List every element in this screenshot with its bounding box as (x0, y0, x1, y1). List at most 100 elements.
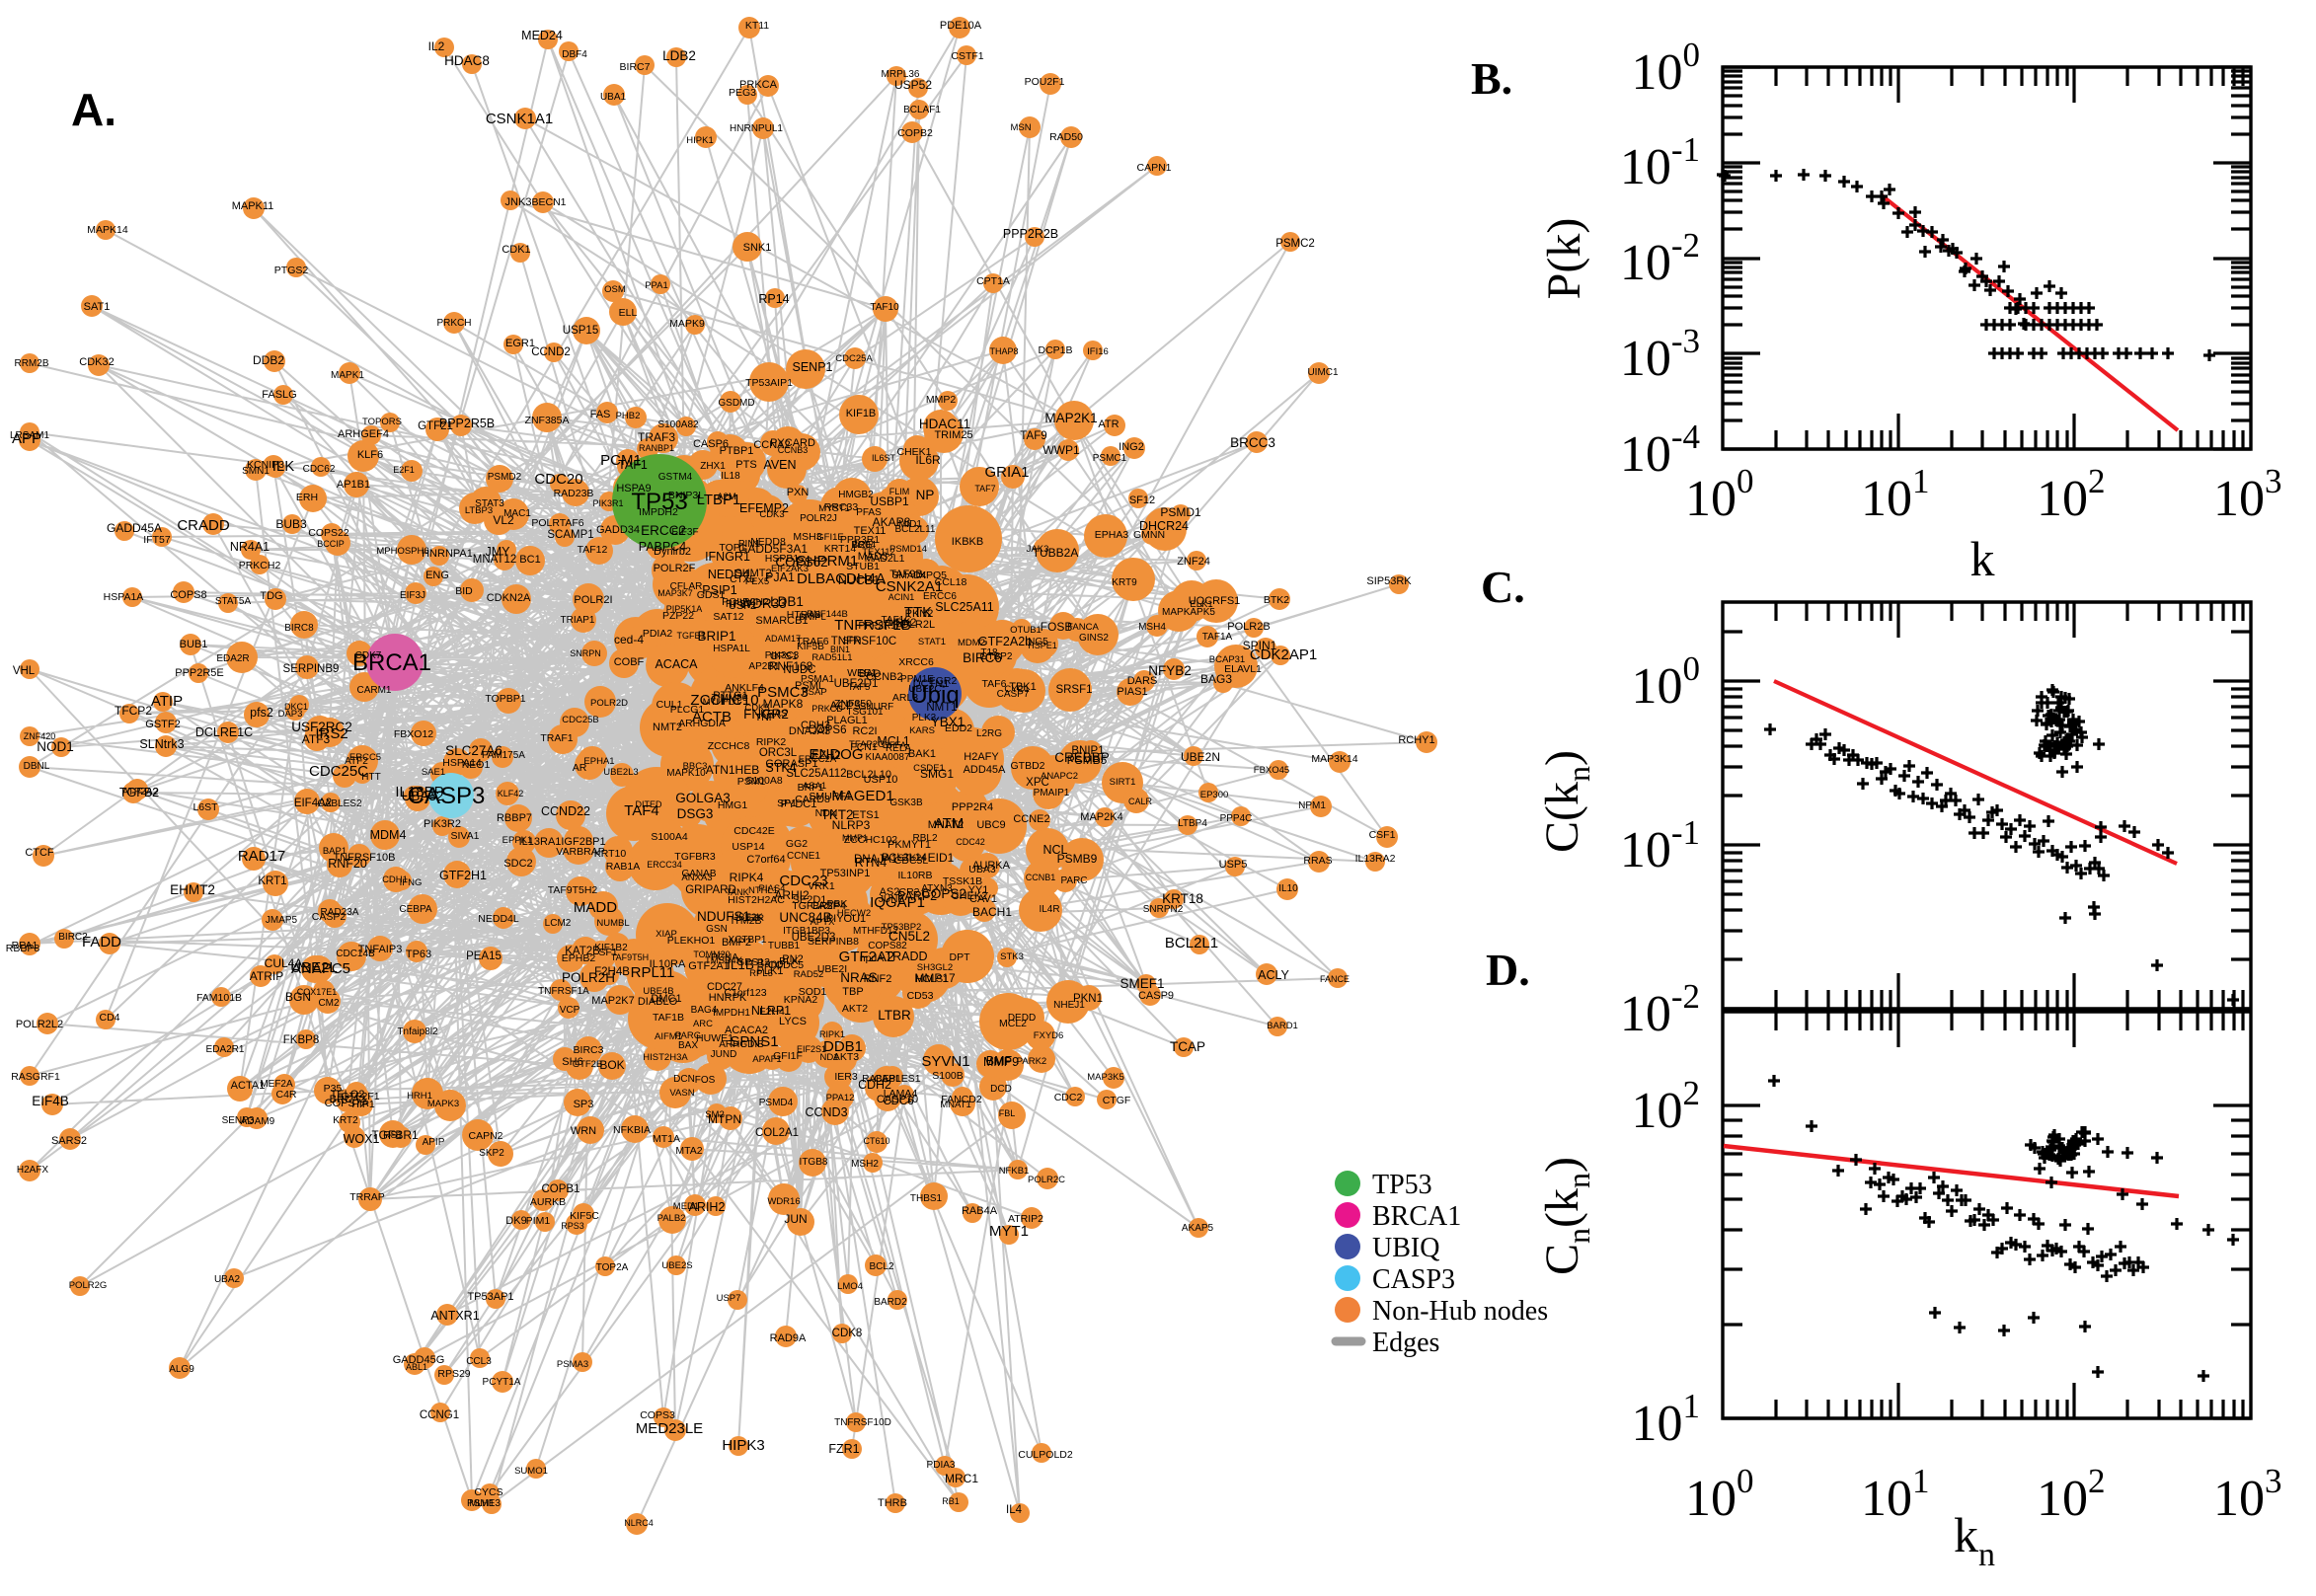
svg-text:PLCG1: PLCG1 (670, 704, 705, 716)
svg-text:PKN1: PKN1 (1073, 993, 1103, 1005)
svg-text:UNC84B: UNC84B (779, 910, 831, 925)
svg-text:SERPINB9: SERPINB9 (283, 663, 340, 675)
svg-text:PRKCH: PRKCH (436, 318, 471, 329)
svg-text:XCTBP1: XCTBP1 (729, 935, 767, 946)
svg-text:RAD50: RAD50 (1049, 131, 1083, 143)
svg-text:KIF5C: KIF5C (570, 1210, 599, 1222)
svg-text:TAF9B: TAF9B (889, 569, 922, 580)
svg-text:PLK1: PLK1 (757, 965, 784, 977)
svg-text:T18: T18 (980, 647, 998, 658)
svg-text:ARIH2: ARIH2 (689, 1200, 726, 1214)
svg-text:TFAP2C: TFAP2C (849, 739, 885, 750)
svg-text:UBE2N: UBE2N (1181, 750, 1220, 764)
svg-text:k: k (1970, 531, 1995, 586)
svg-text:CCND2: CCND2 (531, 346, 571, 358)
svg-text:TRRAP: TRRAP (349, 1191, 385, 1203)
svg-text:ACACA2: ACACA2 (725, 1025, 768, 1036)
svg-text:SENP1: SENP1 (793, 360, 833, 374)
svg-text:STUB1: STUB1 (846, 561, 880, 572)
svg-text:AIFM1: AIFM1 (655, 1031, 682, 1042)
svg-text:npdA: npdA (860, 952, 885, 964)
svg-text:RAB1A: RAB1A (606, 861, 640, 873)
svg-text:TRADD: TRADD (885, 950, 927, 963)
svg-text:BC1: BC1 (519, 554, 540, 566)
svg-text:PARP2: PARP2 (897, 889, 937, 903)
svg-text:SFN: SFN (843, 636, 862, 646)
svg-text:RRC33: RRC33 (824, 501, 859, 513)
svg-text:TAF10: TAF10 (870, 302, 899, 313)
svg-text:NUCB1: NUCB1 (838, 573, 880, 587)
svg-text:DDB2: DDB2 (253, 353, 284, 367)
svg-text:ZHX1: ZHX1 (700, 461, 726, 472)
svg-text:RAD23B: RAD23B (554, 488, 594, 499)
svg-text:TCAP: TCAP (1170, 1039, 1205, 1054)
svg-text:GTF2A1: GTF2A1 (688, 960, 730, 972)
svg-text:RTN4: RTN4 (855, 856, 887, 870)
svg-text:FANCD2: FANCD2 (941, 1094, 982, 1105)
svg-text:KRT10: KRT10 (594, 848, 627, 860)
svg-text:FCN1: FCN1 (850, 741, 878, 753)
svg-text:IFT57: IFT57 (143, 534, 171, 546)
svg-text:CTGF: CTGF (1103, 1095, 1131, 1106)
svg-text:RASGRF1: RASGRF1 (11, 1071, 60, 1083)
svg-text:GANAB: GANAB (681, 869, 716, 879)
svg-text:LTBP3: LTBP3 (465, 505, 493, 516)
svg-text:GADD34: GADD34 (596, 524, 640, 536)
svg-text:FAM175A: FAM175A (482, 750, 525, 761)
svg-text:KRT18: KRT18 (1162, 891, 1203, 906)
svg-text:DEDD: DEDD (1008, 1013, 1036, 1024)
svg-text:JMY: JMY (486, 545, 511, 559)
svg-text:CASP10: CASP10 (877, 1094, 918, 1105)
svg-text:ANTXR1: ANTXR1 (430, 1309, 479, 1323)
svg-text:UBE2L: UBE2L (290, 959, 338, 976)
svg-text:TGFB2: TGFB2 (119, 786, 159, 799)
svg-text:PTGS2: PTGS2 (274, 265, 309, 276)
svg-text:ASA1: ASA1 (803, 781, 826, 792)
svg-text:KT11: KT11 (745, 20, 769, 32)
svg-text:ITGB8: ITGB8 (800, 1157, 828, 1168)
svg-text:AKT3: AKT3 (833, 1051, 859, 1063)
svg-text:UBC9: UBC9 (976, 819, 1005, 831)
svg-text:EZH2: EZH2 (811, 750, 840, 762)
svg-text:ENDOG: ENDOG (809, 746, 863, 763)
svg-text:VRK1: VRK1 (808, 880, 835, 892)
svg-text:BAG4: BAG4 (691, 1005, 718, 1016)
svg-text:VCP: VCP (560, 1005, 580, 1016)
svg-text:AURKA: AURKA (972, 860, 1011, 872)
svg-text:PCNA: PCNA (711, 952, 738, 963)
svg-text:MNAT12: MNAT12 (473, 554, 517, 566)
svg-text:PCM1: PCM1 (600, 452, 642, 469)
svg-text:CTX5: CTX5 (730, 574, 755, 585)
svg-text:CTCF: CTCF (25, 847, 54, 859)
svg-text:DAP3: DAP3 (278, 709, 303, 720)
svg-text:HIPK1: HIPK1 (686, 135, 713, 146)
svg-text:EIF2AK3: EIF2AK3 (771, 564, 809, 574)
svg-text:BAK1: BAK1 (908, 748, 936, 760)
svg-text:PMAIP1: PMAIP1 (1034, 788, 1070, 798)
svg-text:CSDE1: CSDE1 (913, 763, 945, 774)
svg-text:VHL: VHL (13, 665, 36, 677)
svg-text:POLR2C: POLR2C (1028, 1175, 1065, 1185)
svg-text:UBA3: UBA3 (968, 864, 996, 875)
svg-text:ACACA: ACACA (655, 657, 698, 671)
svg-text:PYDC1: PYDC1 (781, 798, 817, 810)
svg-text:DCN: DCN (673, 1074, 695, 1085)
svg-text:EFEMP2: EFEMP2 (739, 501, 789, 515)
svg-text:USP10: USP10 (864, 774, 898, 786)
svg-text:RAD52: RAD52 (794, 969, 824, 980)
svg-text:SERPINB8: SERPINB8 (808, 936, 859, 948)
svg-text:CCNB3: CCNB3 (778, 445, 809, 455)
svg-text:ACTB: ACTB (692, 709, 732, 725)
svg-text:OSM: OSM (604, 284, 626, 295)
svg-text:MDM4: MDM4 (370, 828, 407, 842)
svg-text:BNIPL: BNIPL (799, 612, 825, 623)
svg-text:BIRC8: BIRC8 (284, 623, 314, 634)
svg-text:ITM2B: ITM2B (732, 915, 762, 927)
svg-text:HSPA1A: HSPA1A (104, 591, 144, 603)
svg-text:HIST2H3A: HIST2H3A (643, 1052, 688, 1063)
svg-text:USP14: USP14 (732, 841, 764, 853)
svg-text:AS2: AS2 (880, 886, 900, 898)
svg-text:ARC: ARC (693, 1019, 713, 1029)
svg-text:IL6ST: IL6ST (872, 453, 896, 463)
svg-text:EDA2R1: EDA2R1 (206, 1044, 245, 1055)
